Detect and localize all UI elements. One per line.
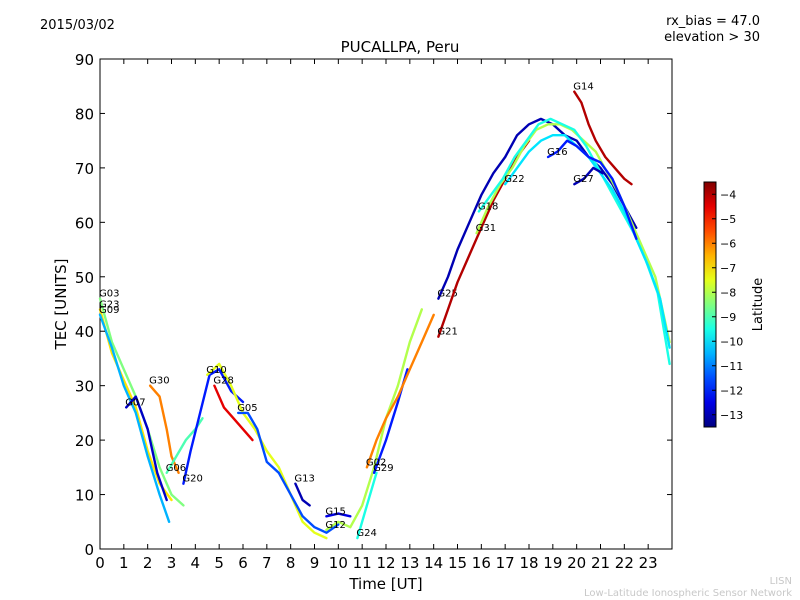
date-label: 2015/03/02 [40, 18, 115, 33]
x-tick-label: 2 [143, 554, 153, 572]
colorbar-tick-label: −13 [720, 409, 743, 422]
x-tick-label: 18 [519, 554, 538, 572]
x-tick-label: 9 [310, 554, 320, 572]
series-label-G29: G29 [373, 463, 393, 474]
x-tick-label: 12 [376, 554, 395, 572]
y-tick-label: 50 [75, 269, 94, 287]
y-tick-label: 60 [75, 214, 94, 232]
series-line-G27 [573, 166, 605, 186]
x-tick-label: 15 [448, 554, 467, 572]
series-label-G09: G09 [99, 305, 119, 316]
x-tick-label: 17 [496, 554, 515, 572]
series-line-G23 [98, 308, 173, 502]
series-line-G13 [294, 482, 311, 507]
colorbar-tick-label: −7 [720, 262, 736, 275]
x-tick-label: 19 [543, 554, 562, 572]
series-line-G15 [325, 512, 352, 518]
x-tick-label: 8 [286, 554, 296, 572]
colorbar-tick-label: −12 [720, 384, 743, 397]
colorbar-label: Latitude [751, 278, 766, 332]
series-line-G02 [365, 313, 435, 469]
elevation-label: elevation > 30 [664, 30, 760, 45]
series-label-G06: G06 [166, 463, 186, 474]
y-tick-label: 80 [75, 105, 94, 123]
series-line-G28 [213, 384, 254, 442]
x-tick-label: 7 [262, 554, 272, 572]
series-label-G25: G25 [437, 289, 457, 300]
x-tick-label: 21 [591, 554, 610, 572]
series-label-G30: G30 [149, 376, 169, 387]
series-label-G16: G16 [547, 147, 567, 158]
colorbar-tick-label: −9 [720, 311, 736, 324]
x-tick-label: 11 [353, 554, 372, 572]
series-label-G27: G27 [573, 174, 593, 185]
colorbar-tick-label: −10 [720, 335, 743, 348]
series-line-G10 [206, 362, 328, 540]
colorbar-tick-label: −6 [720, 237, 736, 250]
colorbar-tick-label: −11 [720, 360, 743, 373]
rx-bias-label: rx_bias = 47.0 [666, 14, 760, 29]
series-line-G12 [325, 308, 423, 532]
y-tick-label: 40 [75, 323, 94, 341]
series-line-G25 [437, 117, 638, 300]
series-label-G20: G20 [182, 474, 202, 485]
series-label-G23: G23 [99, 299, 119, 310]
series-label-G28: G28 [213, 376, 233, 387]
series-label-G15: G15 [325, 506, 345, 517]
x-tick-label: 0 [95, 554, 105, 572]
x-tick-label: 6 [238, 554, 248, 572]
colorbar-tick-label: −5 [720, 213, 736, 226]
credit-network: Low-Latitude Ionospheric Sensor Network [584, 588, 792, 599]
series-line-G05 [236, 411, 340, 534]
y-tick-label: 10 [75, 487, 94, 505]
series-label-G10: G10 [206, 365, 226, 376]
series-label-G02: G02 [366, 457, 386, 468]
series-label-G22: G22 [504, 174, 524, 185]
x-tick-label: 16 [472, 554, 491, 572]
x-tick-label: 3 [167, 554, 177, 572]
bias-info: rx_bias = 47.0 elevation > 30 [664, 14, 760, 46]
x-tick-label: 4 [191, 554, 201, 572]
y-tick-label: 90 [75, 51, 94, 69]
colorbar-tick-label: −4 [720, 188, 736, 201]
series-line-G09 [98, 313, 171, 523]
series-line-G16 [546, 139, 638, 240]
colorbar-tick-label: −8 [720, 286, 736, 299]
series-label-G24: G24 [356, 528, 376, 539]
x-tick-label: 5 [214, 554, 224, 572]
y-tick-label: 20 [75, 432, 94, 450]
y-tick-label: 30 [75, 378, 94, 396]
x-tick-label: 23 [639, 554, 658, 572]
series-line-G07 [124, 395, 168, 502]
series-line-G20 [182, 368, 245, 485]
chart-title: PUCALLPA, Peru [340, 38, 460, 56]
x-tick-label: 1 [119, 554, 129, 572]
y-axis-label: TEC [UNITS] [52, 259, 70, 351]
x-tick-label: 22 [615, 554, 634, 572]
series-label-G31: G31 [476, 223, 496, 234]
x-tick-label: 20 [567, 554, 586, 572]
series-label-G05: G05 [237, 403, 257, 414]
series-label-G21: G21 [437, 327, 457, 338]
credit-lisn: LISN [769, 576, 792, 587]
series-label-G14: G14 [573, 82, 593, 93]
x-axis-label: Time [UT] [348, 575, 422, 593]
series-line-G24 [356, 471, 378, 540]
x-tick-label: 14 [424, 554, 443, 572]
x-tick-label: 10 [329, 554, 348, 572]
x-tick-label: 13 [400, 554, 419, 572]
y-tick-label: 70 [75, 160, 94, 178]
series-label-G03: G03 [99, 289, 119, 300]
series-label-G18: G18 [478, 201, 498, 212]
series-label-G13: G13 [294, 474, 314, 485]
y-tick-label: 0 [84, 541, 94, 559]
series-line-G14 [573, 90, 633, 186]
series-label-G12: G12 [325, 520, 345, 531]
series-label-G07: G07 [125, 397, 145, 408]
